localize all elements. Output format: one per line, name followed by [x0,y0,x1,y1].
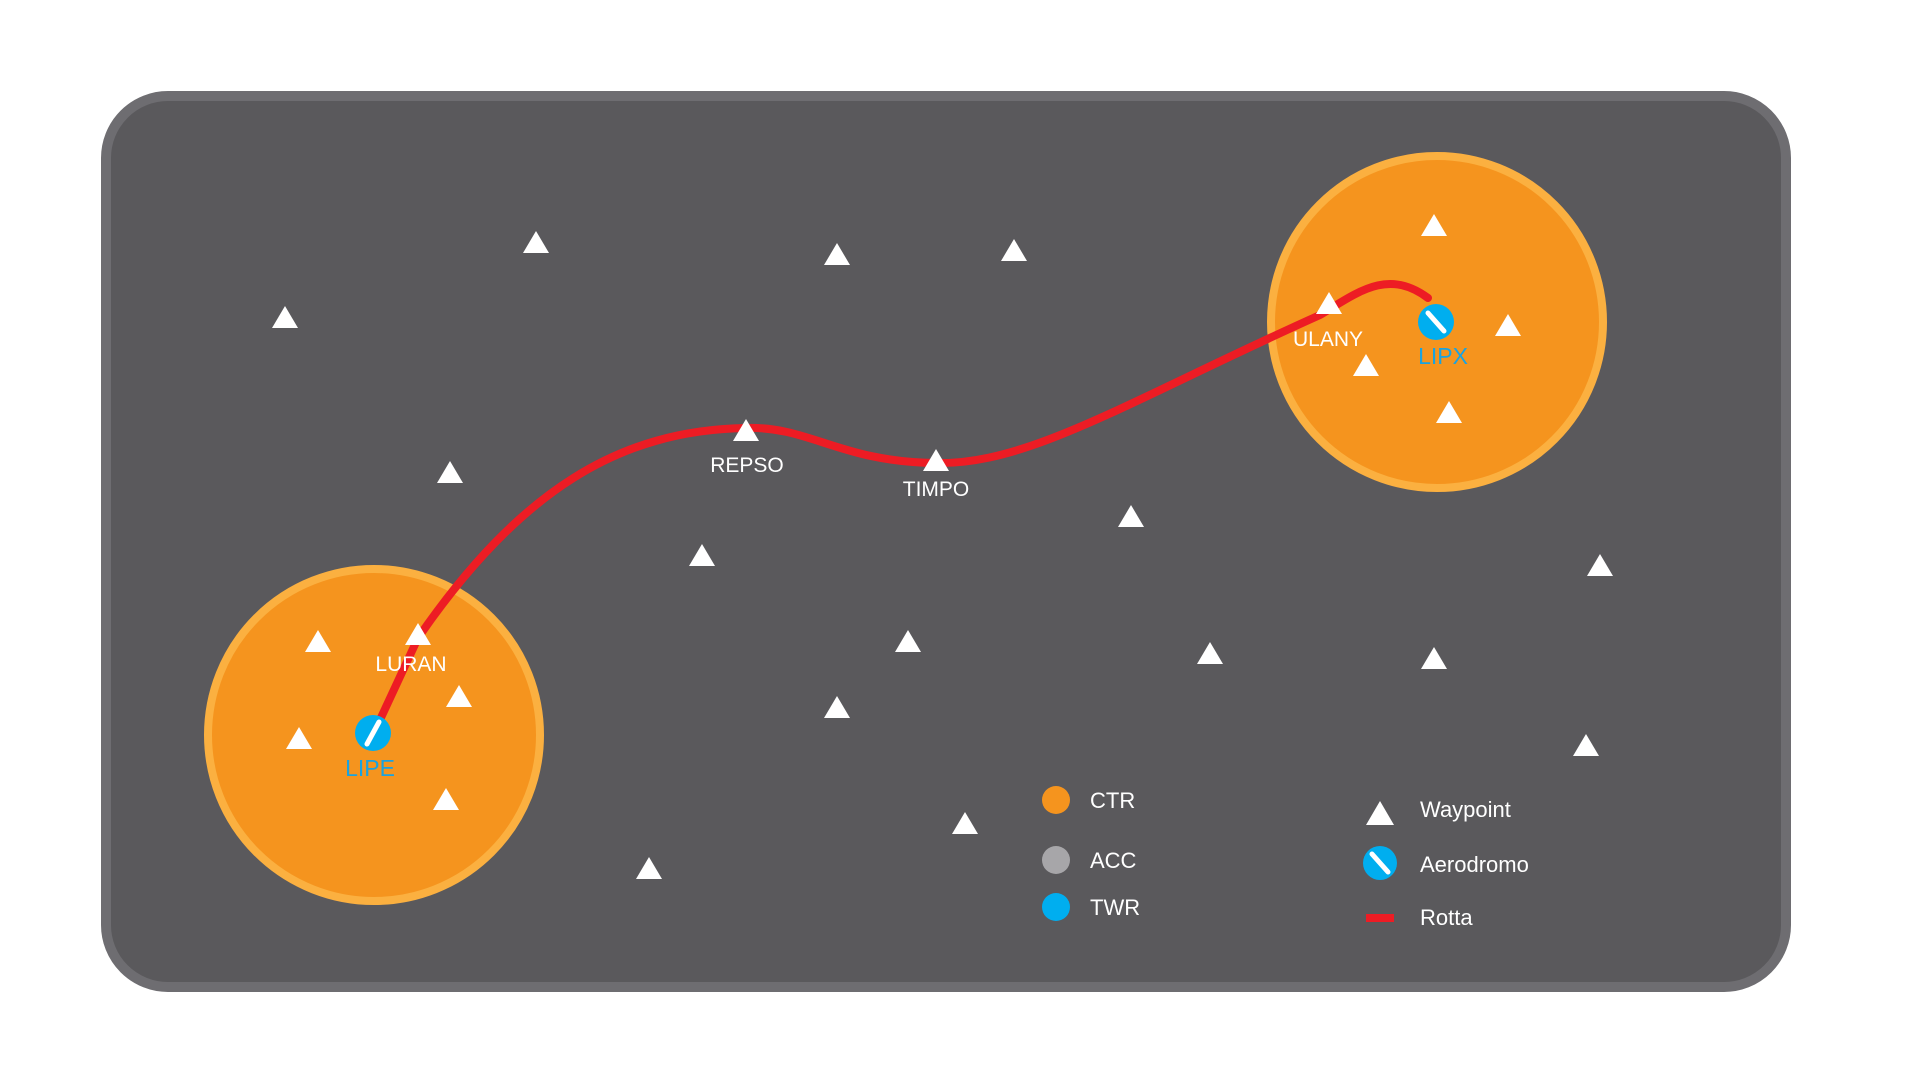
aerodrome-label-lipx: LIPX [1418,343,1468,369]
legend-acc-label: ACC [1090,848,1137,873]
waypoint-icon [405,623,431,645]
waypoint-label-luran: LURAN [375,653,446,676]
waypoint-label-repso: REPSO [710,454,784,477]
waypoint-icon [689,544,715,566]
waypoint-icon [1001,239,1027,261]
waypoint-icon [1495,314,1521,336]
legend-twr-swatch [1042,893,1070,921]
legend-rotta-label: Rotta [1420,905,1473,930]
waypoint-icon [1573,734,1599,756]
waypoint-icon [305,630,331,652]
waypoint-icon [1421,647,1447,669]
waypoint-label-ulany: ULANY [1293,328,1363,351]
waypoint-icon [1316,292,1342,314]
legend-acc-swatch [1042,846,1070,874]
waypoint-label-timpo: TIMPO [903,478,970,501]
aerodrome-label-lipe: LIPE [345,755,395,781]
waypoint-icon [272,306,298,328]
legend: CTR ACC TWR Waypoint Aerodromo Rotta [1042,786,1529,930]
route-line [368,279,1432,741]
legend-ctr-swatch [1042,786,1070,814]
waypoint-icon [286,727,312,749]
legend-twr-label: TWR [1090,895,1140,920]
waypoint-icon [824,243,850,265]
legend-waypoint-icon [1366,801,1394,825]
waypoint-icon [733,419,759,441]
waypoint-icon [923,449,949,471]
waypoint-icon [1436,401,1462,423]
waypoint-icon [895,630,921,652]
waypoint-icon [952,812,978,834]
waypoint-icon [1118,505,1144,527]
legend-waypoint-label: Waypoint [1420,797,1511,822]
waypoint-icon [824,696,850,718]
legend-ctr-label: CTR [1090,788,1135,813]
waypoint-icon [437,461,463,483]
waypoint-icon [1353,354,1379,376]
waypoint-icon [446,685,472,707]
waypoint-icon [523,231,549,253]
waypoint-icon [433,788,459,810]
waypoint-icon [636,857,662,879]
waypoints [272,214,1613,879]
waypoint-icon [1421,214,1447,236]
aerodrome-lipx [1418,304,1454,340]
aerodrome-lipe [355,715,391,751]
waypoint-icon [1587,554,1613,576]
waypoint-icon [1197,642,1223,664]
legend-aerodromo-label: Aerodromo [1420,852,1529,877]
